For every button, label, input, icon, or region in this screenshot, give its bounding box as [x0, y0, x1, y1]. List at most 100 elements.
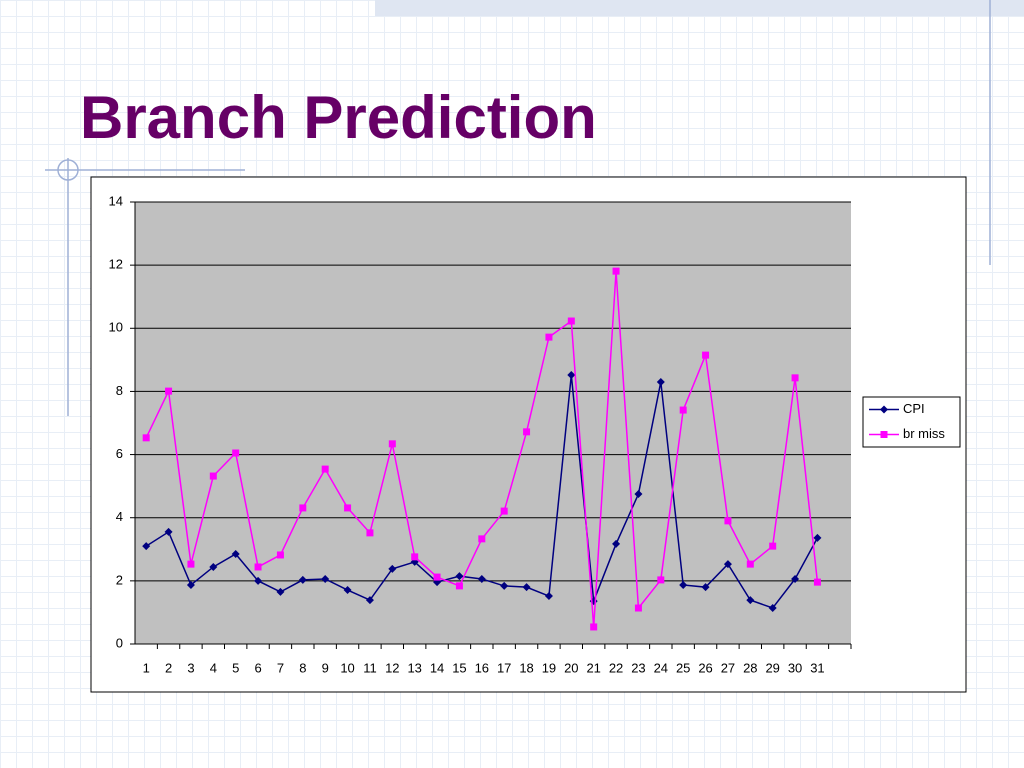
data-point — [231, 550, 240, 559]
x-tick-label: 18 — [519, 660, 533, 675]
x-tick-label: 20 — [564, 660, 578, 675]
legend-box — [862, 396, 961, 448]
data-point — [567, 371, 576, 380]
data-point — [209, 562, 218, 571]
data-point — [321, 465, 329, 473]
x-tick-label: 26 — [698, 660, 712, 675]
x-tick-label: 16 — [475, 660, 489, 675]
data-point — [723, 560, 732, 569]
data-point — [187, 560, 195, 568]
x-tick-label: 27 — [721, 660, 735, 675]
data-point — [478, 535, 486, 543]
x-tick-label: 9 — [322, 660, 329, 675]
data-point — [477, 574, 486, 583]
data-point — [813, 533, 822, 542]
x-tick-label: 29 — [765, 660, 779, 675]
slide-title: Branch Prediction — [80, 84, 597, 151]
x-tick-label: 13 — [407, 660, 421, 675]
data-point — [656, 377, 665, 386]
data-point — [142, 434, 150, 442]
data-point — [679, 406, 687, 414]
x-tick-label: 22 — [609, 660, 623, 675]
x-tick-label: 10 — [340, 660, 354, 675]
data-point — [500, 507, 508, 515]
data-point — [523, 428, 531, 436]
data-point — [746, 596, 755, 605]
data-point — [344, 504, 352, 512]
data-point — [276, 587, 285, 596]
x-tick-label: 14 — [430, 660, 444, 675]
data-point — [768, 604, 777, 613]
legend-label: CPI — [903, 401, 925, 416]
data-point — [679, 580, 688, 589]
y-tick-label: 2 — [116, 572, 123, 587]
data-point — [209, 472, 217, 480]
legend-label: br miss — [903, 426, 945, 441]
plot-area — [135, 202, 851, 644]
x-tick-label: 17 — [497, 660, 511, 675]
deco-circle — [57, 159, 79, 181]
x-tick-label: 19 — [542, 660, 556, 675]
data-point — [254, 576, 263, 585]
x-tick-label: 24 — [654, 660, 668, 675]
data-point — [791, 574, 800, 583]
x-tick-label: 2 — [165, 660, 172, 675]
x-tick-label: 31 — [810, 660, 824, 675]
data-point — [612, 267, 620, 275]
x-tick-label: 25 — [676, 660, 690, 675]
y-tick-label: 0 — [116, 635, 123, 650]
y-tick-label: 8 — [116, 383, 123, 398]
data-point — [142, 542, 151, 551]
x-tick-label: 23 — [631, 660, 645, 675]
legend-marker — [880, 405, 888, 414]
x-tick-label: 11 — [363, 660, 377, 675]
data-point — [544, 592, 553, 601]
data-point — [232, 449, 240, 457]
y-tick-label: 4 — [116, 509, 123, 524]
x-tick-label: 8 — [299, 660, 306, 675]
data-point — [634, 604, 642, 612]
data-point — [612, 539, 621, 548]
data-point — [634, 490, 643, 499]
data-point — [657, 576, 665, 584]
legend-marker — [880, 431, 888, 438]
x-tick-label: 5 — [232, 660, 239, 675]
data-point — [567, 317, 575, 325]
data-point — [298, 575, 307, 584]
data-point — [791, 374, 799, 382]
data-point — [388, 564, 397, 573]
data-point — [590, 623, 598, 631]
data-point — [343, 586, 352, 595]
data-point — [724, 517, 732, 525]
x-tick-label: 21 — [586, 660, 600, 675]
top-band — [375, 0, 1024, 16]
data-point — [500, 581, 509, 590]
x-tick-label: 15 — [452, 660, 466, 675]
data-point — [522, 583, 531, 592]
x-tick-label: 3 — [187, 660, 194, 675]
y-tick-label: 6 — [116, 446, 123, 461]
data-point — [365, 596, 374, 605]
data-point — [164, 527, 173, 536]
data-point — [455, 572, 464, 581]
data-point — [545, 333, 553, 341]
x-tick-label: 12 — [385, 660, 399, 675]
y-tick-label: 10 — [109, 320, 123, 335]
x-tick-label: 6 — [254, 660, 261, 675]
data-point — [299, 504, 307, 512]
data-point — [254, 563, 262, 571]
data-point — [746, 560, 754, 568]
x-tick-label: 30 — [788, 660, 802, 675]
data-point — [769, 542, 777, 550]
data-point — [186, 580, 195, 589]
data-point — [433, 573, 441, 581]
x-tick-label: 1 — [143, 660, 150, 675]
data-point — [813, 578, 821, 586]
data-point — [276, 551, 284, 559]
x-tick-label: 4 — [210, 660, 217, 675]
data-point — [321, 574, 330, 583]
data-point — [366, 529, 374, 537]
data-point — [388, 440, 396, 448]
